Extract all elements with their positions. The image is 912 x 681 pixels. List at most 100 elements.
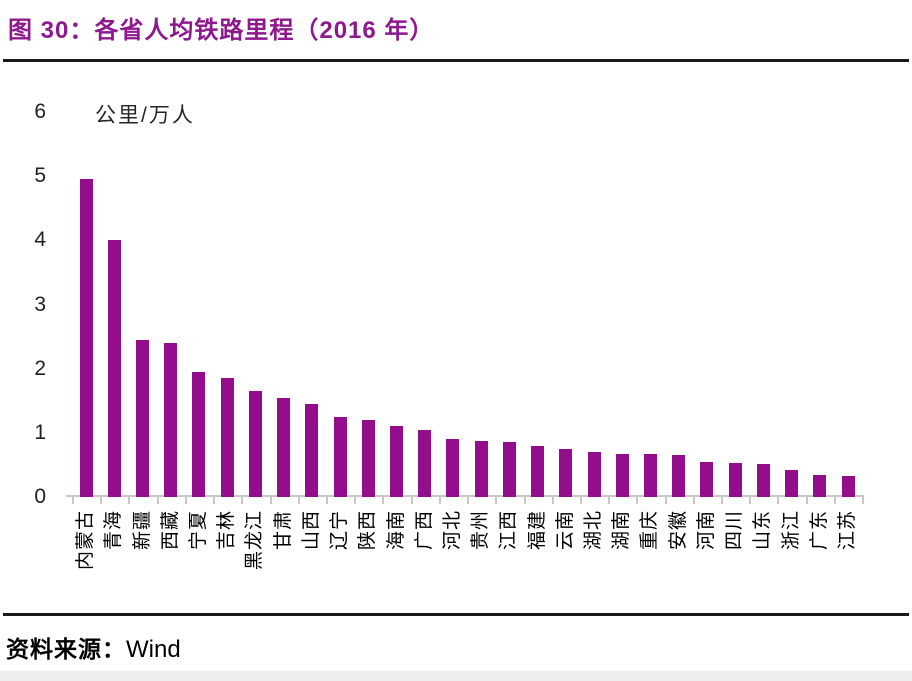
- x-axis-tick: [667, 497, 695, 504]
- figure-footer: 资料来源：Wind: [0, 616, 912, 681]
- bar-slot: [354, 112, 382, 497]
- x-axis-tick: [836, 497, 865, 504]
- x-axis-label: 广东: [808, 510, 830, 551]
- bar-slot: [185, 112, 213, 497]
- bar-slot: [749, 112, 777, 497]
- x-label-slot: 重庆: [636, 510, 664, 613]
- bar-slot: [636, 112, 664, 497]
- x-axis-label: 山东: [752, 510, 774, 551]
- x-label-slot: 甘肃: [270, 510, 298, 613]
- x-label-slot: 河北: [439, 510, 467, 613]
- x-label-slot: 广西: [411, 510, 439, 613]
- footer-divider: [3, 613, 909, 616]
- bar-slot: [552, 112, 580, 497]
- x-label-slot: 河南: [693, 510, 721, 613]
- source-value: Wind: [126, 636, 181, 663]
- y-axis-tick-label: 1: [34, 420, 46, 444]
- x-label-slot: 新疆: [128, 510, 156, 613]
- bar: [136, 339, 150, 497]
- x-label-slot: 广东: [806, 510, 834, 613]
- x-axis-label: 新疆: [131, 510, 153, 551]
- x-label-slot: 黑龙江: [241, 510, 269, 613]
- x-label-slot: 辽宁: [326, 510, 354, 613]
- x-axis-label: 青海: [103, 510, 125, 551]
- bottom-strip: [0, 671, 912, 681]
- bar-slot: [665, 112, 693, 497]
- x-axis-tick: [187, 497, 216, 504]
- bar: [785, 470, 799, 497]
- x-axis-label: 江西: [498, 510, 520, 551]
- bar: [390, 426, 404, 497]
- bar-slot: [721, 112, 749, 497]
- y-axis-tick-label: 3: [34, 292, 46, 316]
- bar: [79, 179, 93, 497]
- bar-slot: [834, 112, 862, 497]
- x-label-slot: 福建: [524, 510, 552, 613]
- bar-slot: [382, 112, 410, 497]
- x-axis-label: 湖北: [583, 510, 605, 551]
- bar-slot: [806, 112, 834, 497]
- x-axis-label: 山西: [300, 510, 322, 551]
- bar-slot: [100, 112, 128, 497]
- bar: [474, 440, 488, 497]
- bar-slot: [128, 112, 156, 497]
- x-axis-label: 浙江: [780, 510, 802, 551]
- bar-slot: [241, 112, 269, 497]
- x-label-slot: 贵州: [467, 510, 495, 613]
- bar-slot: [439, 112, 467, 497]
- bar: [615, 454, 629, 497]
- bar: [643, 454, 657, 497]
- x-axis-tick: [554, 497, 582, 504]
- x-axis-tick: [130, 497, 159, 504]
- x-axis-label: 内蒙古: [75, 510, 97, 571]
- bar-slot: [495, 112, 523, 497]
- x-axis-label: 贵州: [470, 510, 492, 551]
- bar: [107, 240, 121, 497]
- x-label-slot: 云南: [552, 510, 580, 613]
- x-axis-tick: [413, 497, 441, 504]
- x-axis-label: 湖南: [611, 510, 633, 551]
- x-axis-tick: [469, 497, 498, 504]
- x-axis-tick: [582, 497, 611, 504]
- figure-header: 图 30：各省人均铁路里程（2016 年）: [0, 0, 912, 62]
- x-axis-label: 宁夏: [187, 510, 209, 551]
- bar-slot: [467, 112, 495, 497]
- y-axis-tick-label: 5: [34, 164, 46, 188]
- title-divider: [3, 59, 909, 62]
- bar: [559, 448, 573, 497]
- x-axis-tick: [441, 497, 470, 504]
- bar: [333, 416, 347, 497]
- x-axis-tick: [159, 497, 187, 504]
- x-axis-label: 辽宁: [329, 510, 351, 551]
- bar-slot: [270, 112, 298, 497]
- bar: [305, 403, 319, 497]
- x-label-slot: 西藏: [157, 510, 185, 613]
- bar: [700, 461, 714, 497]
- x-label-slot: 湖北: [580, 510, 608, 613]
- y-axis-tick-label: 6: [34, 100, 46, 123]
- x-axis-label: 陕西: [357, 510, 379, 551]
- x-axis-ticks: [72, 497, 865, 504]
- x-axis-tick: [328, 497, 357, 504]
- x-label-slot: 江苏: [834, 510, 862, 613]
- x-axis-tick: [384, 497, 413, 504]
- x-axis-label: 黑龙江: [244, 510, 266, 571]
- bar: [756, 464, 770, 497]
- x-label-slot: 内蒙古: [72, 510, 100, 613]
- x-label-slot: 陕西: [354, 510, 382, 613]
- x-axis-tick: [638, 497, 667, 504]
- x-axis-tick: [215, 497, 244, 504]
- x-axis-tick: [695, 497, 724, 504]
- bar: [502, 442, 516, 497]
- x-label-slot: 山西: [298, 510, 326, 613]
- x-label-slot: 宁夏: [185, 510, 213, 613]
- x-label-slot: 山东: [749, 510, 777, 613]
- x-axis-tick: [751, 497, 780, 504]
- x-axis-label: 云南: [554, 510, 576, 551]
- x-axis-tick: [356, 497, 385, 504]
- x-axis-label: 海南: [385, 510, 407, 551]
- bar-slot: [326, 112, 354, 497]
- bar: [531, 445, 545, 497]
- x-axis-label: 吉林: [216, 510, 238, 551]
